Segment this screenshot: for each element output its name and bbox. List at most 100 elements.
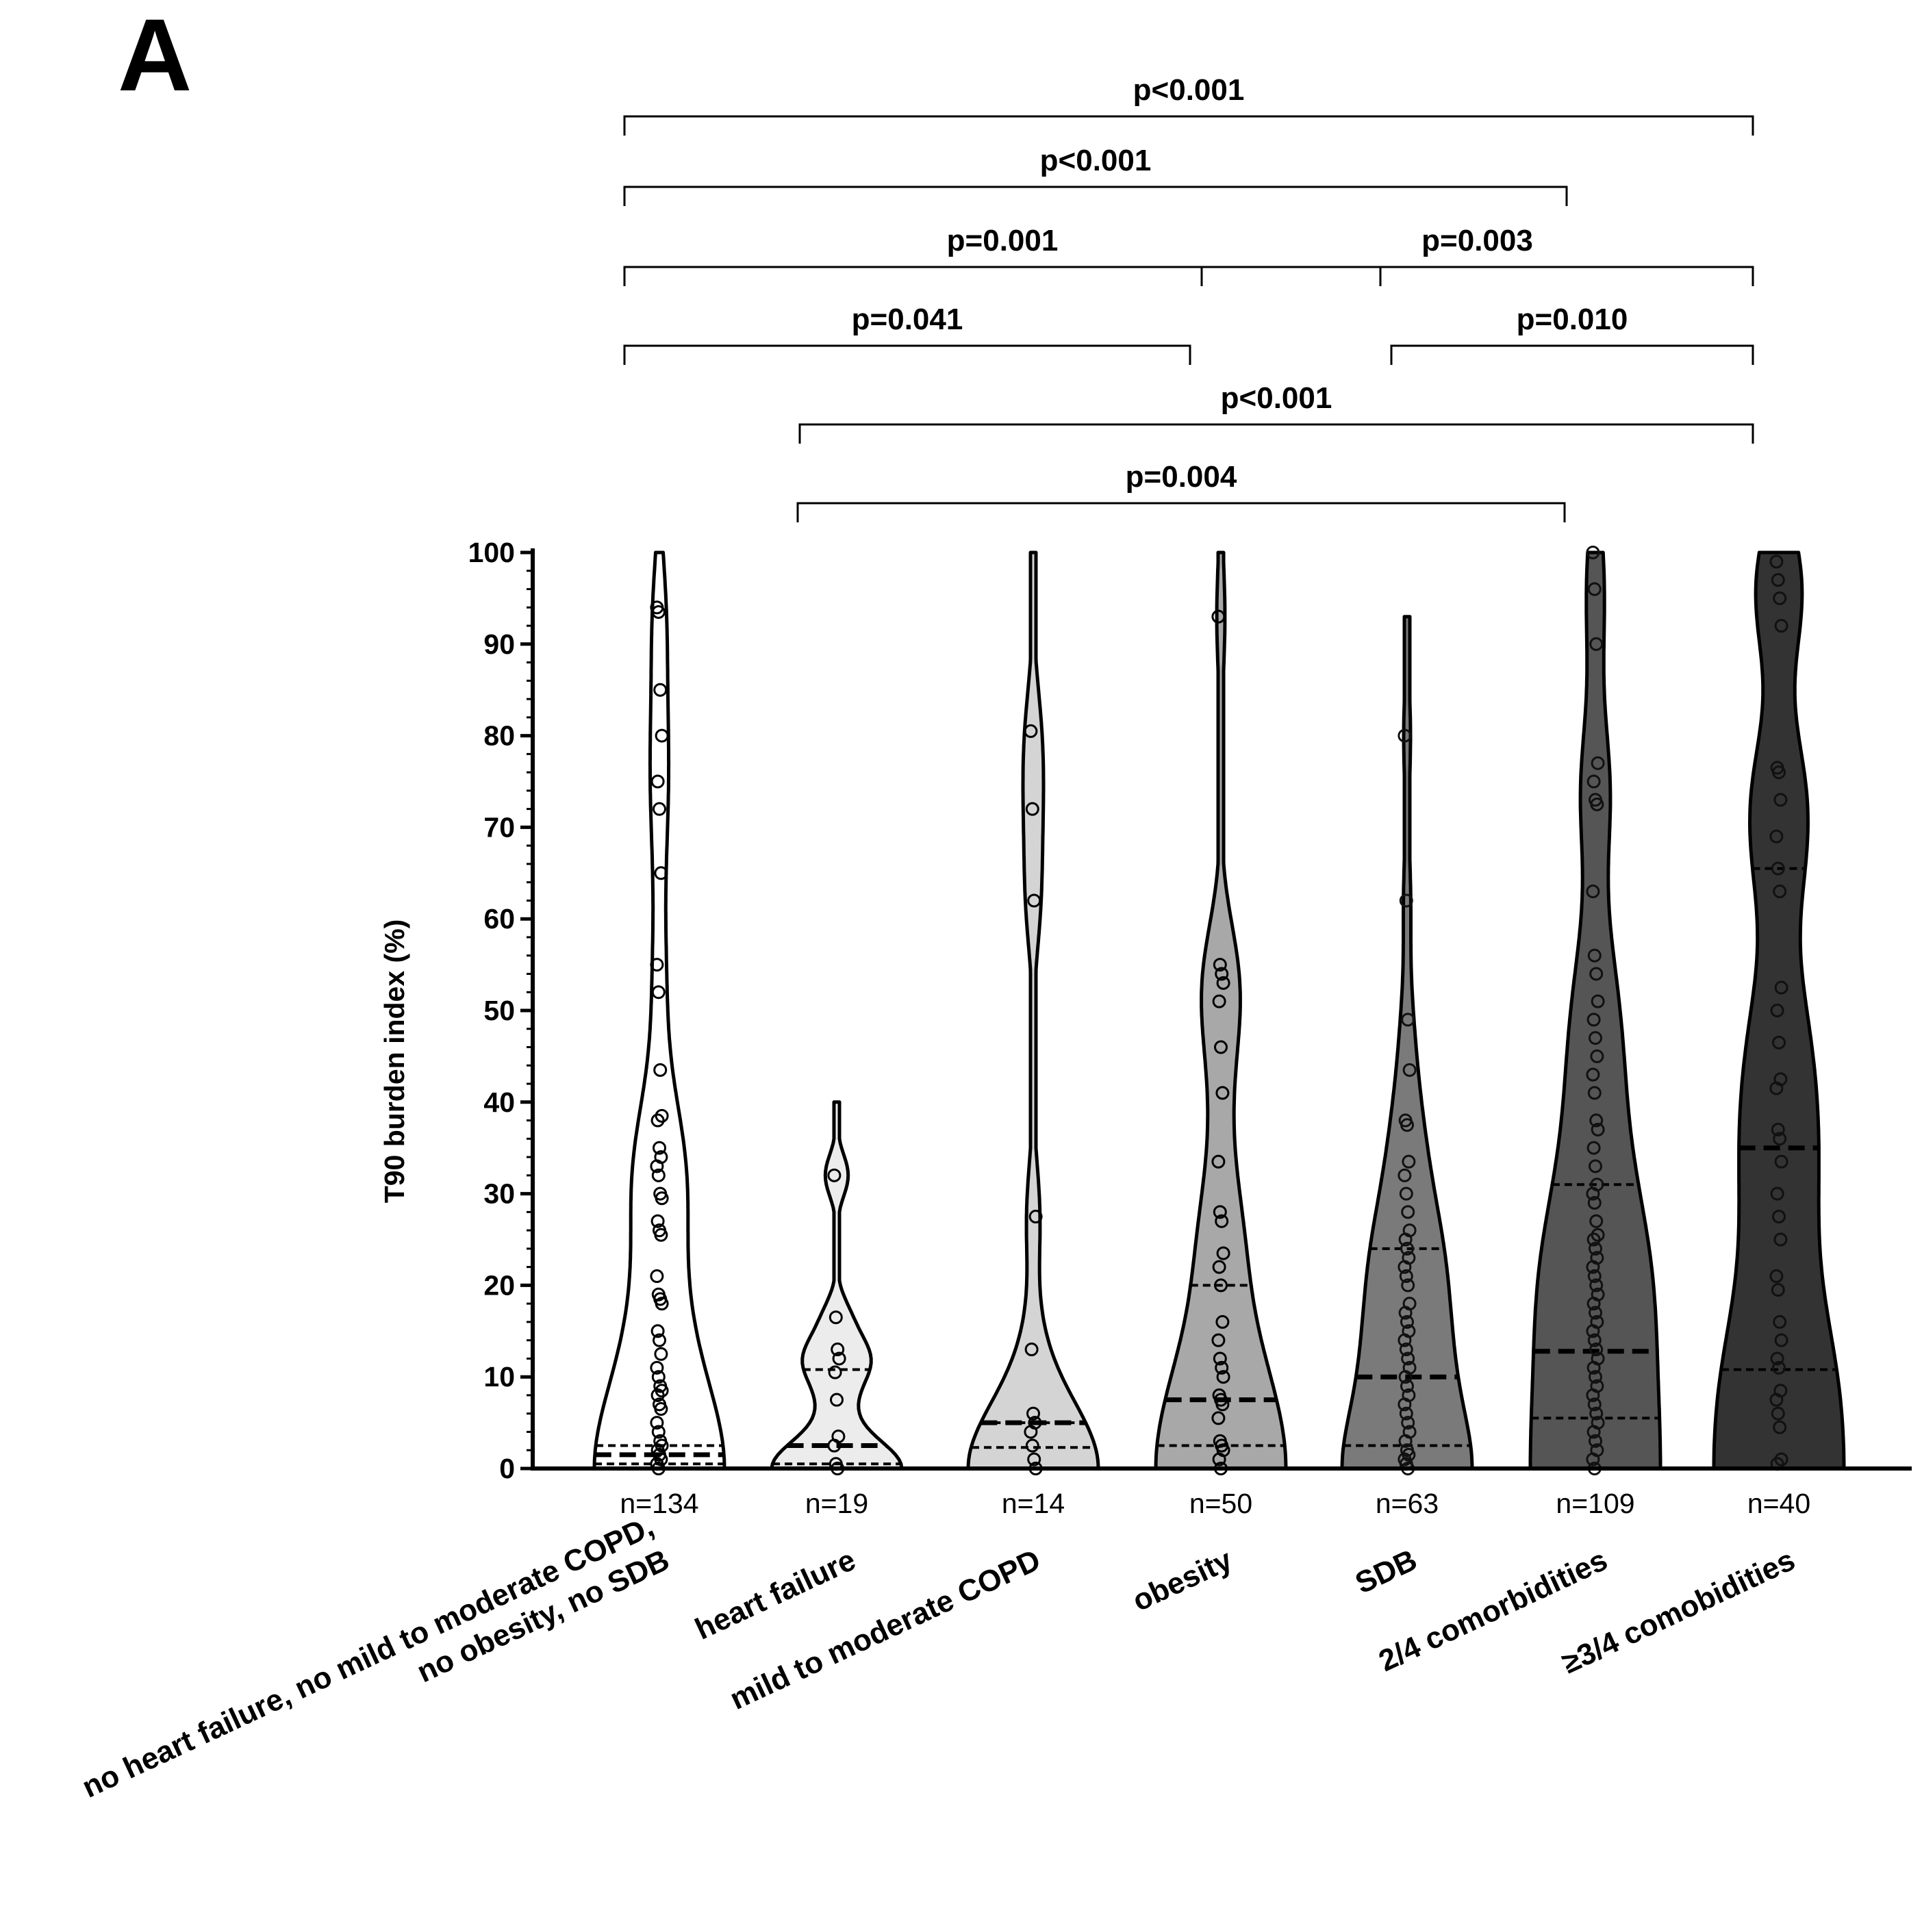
bracket-line xyxy=(796,502,1566,522)
data-point xyxy=(650,1214,665,1228)
y-tick-label: 100 xyxy=(468,537,515,568)
data-point xyxy=(650,1388,665,1402)
data-point xyxy=(655,728,669,743)
violin-plots xyxy=(592,546,1846,1475)
data-point xyxy=(1769,829,1784,843)
p-value-label: p<0.001 xyxy=(1040,144,1152,177)
data-point xyxy=(1587,1269,1602,1284)
bracket-line xyxy=(623,115,1754,136)
violin-group xyxy=(1528,546,1662,1475)
data-point xyxy=(1773,1420,1787,1434)
data-point xyxy=(1215,1214,1229,1228)
violin-group xyxy=(592,550,726,1475)
comparison-bracket: p=0.010 xyxy=(1390,303,1754,365)
data-point xyxy=(1399,1343,1413,1357)
data-point xyxy=(1769,1269,1784,1284)
data-point xyxy=(1589,1343,1604,1357)
comparison-bracket: p<0.001 xyxy=(623,144,1568,206)
data-point xyxy=(650,1159,664,1173)
data-point xyxy=(1215,1086,1230,1100)
violin-body xyxy=(1712,550,1846,1471)
violin-body xyxy=(592,550,726,1471)
p-value-label: p=0.010 xyxy=(1517,303,1628,336)
data-point xyxy=(650,1269,664,1284)
data-point xyxy=(1025,1438,1039,1453)
data-point xyxy=(1402,1063,1417,1077)
data-point xyxy=(1589,1031,1602,1045)
data-point xyxy=(1216,976,1230,990)
violin-body xyxy=(1528,550,1662,1471)
violin-group xyxy=(966,550,1100,1475)
data-point xyxy=(650,1416,664,1430)
data-point xyxy=(827,1168,842,1182)
y-tick-label: 60 xyxy=(483,903,515,935)
data-point xyxy=(1591,756,1605,770)
data-point xyxy=(654,1228,668,1242)
data-point xyxy=(1212,1260,1226,1274)
p-value-label: p=0.041 xyxy=(852,303,963,336)
violin-group xyxy=(1712,550,1846,1471)
data-point xyxy=(1774,619,1788,633)
bracket-line xyxy=(623,186,1568,206)
category-label-line: heart failure xyxy=(690,1543,861,1647)
data-point xyxy=(1400,1118,1414,1132)
data-point xyxy=(651,1168,666,1182)
group-sample-sizes: n=134 n=19 n=14 n=50 n=63 n=109 n=40 xyxy=(620,1488,1810,1519)
data-point xyxy=(1586,1232,1601,1247)
y-tick-label: 10 xyxy=(483,1361,515,1393)
category-label-line: no heart failure, no mild to moderate CO… xyxy=(77,1510,659,1805)
data-point xyxy=(1586,1324,1600,1338)
data-point xyxy=(654,1347,668,1361)
data-point xyxy=(650,774,665,789)
data-point xyxy=(1400,1379,1414,1393)
data-point xyxy=(1401,1013,1415,1027)
p-value-label: p<0.001 xyxy=(1133,73,1245,107)
data-point xyxy=(1589,1241,1602,1256)
data-point xyxy=(1211,1154,1226,1169)
y-tick-label: 80 xyxy=(483,720,515,752)
data-point xyxy=(1212,994,1226,1008)
data-point xyxy=(1399,1406,1413,1421)
data-point xyxy=(1589,1214,1604,1228)
data-point xyxy=(1211,1411,1226,1425)
data-point xyxy=(653,683,668,697)
data-point xyxy=(1591,1122,1605,1136)
comparison-bracket: p=0.003 xyxy=(1200,224,1754,286)
violin-group xyxy=(1154,550,1288,1475)
data-point xyxy=(1769,555,1784,569)
comparison-bracket: p=0.001 xyxy=(623,224,1382,286)
data-point xyxy=(654,866,668,880)
data-point xyxy=(1215,1314,1230,1329)
data-point xyxy=(1586,1452,1600,1466)
y-tick-label: 0 xyxy=(499,1453,515,1484)
data-point xyxy=(1398,1168,1412,1182)
data-point xyxy=(1587,948,1602,963)
data-point xyxy=(1215,967,1229,981)
bracket-line xyxy=(623,344,1191,365)
data-point xyxy=(1773,1314,1787,1329)
data-point xyxy=(1589,1113,1604,1128)
data-point xyxy=(1214,1040,1228,1054)
data-point xyxy=(655,1297,669,1311)
data-point xyxy=(654,1402,668,1416)
data-point xyxy=(1213,958,1227,972)
y-tick-label: 50 xyxy=(483,995,515,1026)
data-point xyxy=(1591,994,1605,1008)
data-point xyxy=(1586,885,1600,899)
data-point xyxy=(655,1191,669,1206)
data-point xyxy=(1589,967,1604,981)
data-point xyxy=(1586,1425,1601,1439)
data-point xyxy=(1587,1195,1602,1210)
data-point xyxy=(651,605,666,619)
violin-body xyxy=(966,550,1100,1471)
violin-body xyxy=(1154,550,1288,1471)
comparison-bracket: p<0.001 xyxy=(623,73,1754,136)
category-label: no heart failure, no mild to moderate CO… xyxy=(77,1510,674,1805)
violin-body xyxy=(1340,615,1474,1471)
data-point xyxy=(1398,1260,1412,1274)
data-point xyxy=(650,1113,665,1128)
data-point xyxy=(1024,1343,1039,1357)
data-point xyxy=(1398,1397,1412,1412)
data-point xyxy=(1401,1351,1415,1366)
